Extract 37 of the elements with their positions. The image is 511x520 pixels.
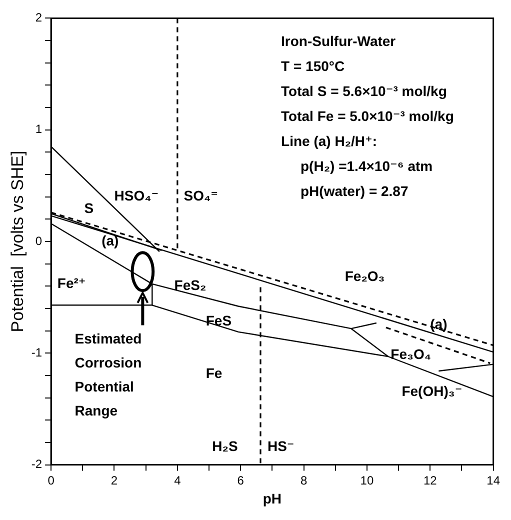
annotation: H₂S [212, 438, 238, 454]
annotation: FeS₂ [174, 277, 206, 294]
y-tick-label: 2 [35, 10, 42, 25]
x-tick-label: 10 [360, 473, 374, 488]
x-tick-label: 14 [486, 473, 500, 488]
annotation: Fe²⁺ [57, 274, 86, 291]
annotation: HSO₄⁻ [114, 188, 159, 204]
x-axis-title: pH [262, 490, 282, 506]
annotation: pH(water) = 2.87 [281, 183, 408, 200]
annotation: Fe [206, 365, 222, 382]
x-tick-label: 2 [110, 473, 118, 488]
y-tick-label: -1 [31, 345, 42, 360]
y-tick-label: 1 [35, 122, 42, 136]
annotation: SO₄⁼ [184, 188, 218, 204]
annotation: Estimated Corrosion Potential Range [74, 330, 142, 419]
annotation: Total S = 5.6×10⁻³ mol/kg [281, 83, 447, 100]
annotation: Line (a) H₂/H⁺: [281, 133, 378, 150]
annotation: FeS [206, 312, 232, 329]
annotation: Iron-Sulfur-Water [281, 33, 396, 50]
annotation: Fe₂O₃ [344, 268, 385, 284]
y-tick-label: 0 [35, 234, 42, 248]
annotation: Total Fe = 5.0×10⁻³ mol/kg [281, 108, 454, 124]
y-tick-label: -2 [31, 457, 42, 472]
annotation: S [84, 200, 94, 216]
annotation: Fe₃O₄ [390, 346, 432, 362]
x-tick-label: 4 [174, 473, 182, 488]
annotation: Fe(OH)₃⁻ [402, 383, 462, 400]
x-tick-label: 8 [300, 473, 308, 488]
annotation: (a) [430, 316, 448, 332]
annotation: (a) [102, 232, 119, 248]
x-tick-label: 12 [423, 473, 438, 488]
y-axis-title: Potential [volts vs SHE] [8, 150, 27, 332]
annotation: HS⁻ [267, 438, 294, 454]
x-tick-label: 0 [48, 473, 55, 488]
annotation: p(H₂) =1.4×10⁻⁶ atm [281, 158, 433, 174]
x-tick-label: 6 [237, 473, 244, 488]
annotation: T = 150°C [281, 58, 345, 74]
